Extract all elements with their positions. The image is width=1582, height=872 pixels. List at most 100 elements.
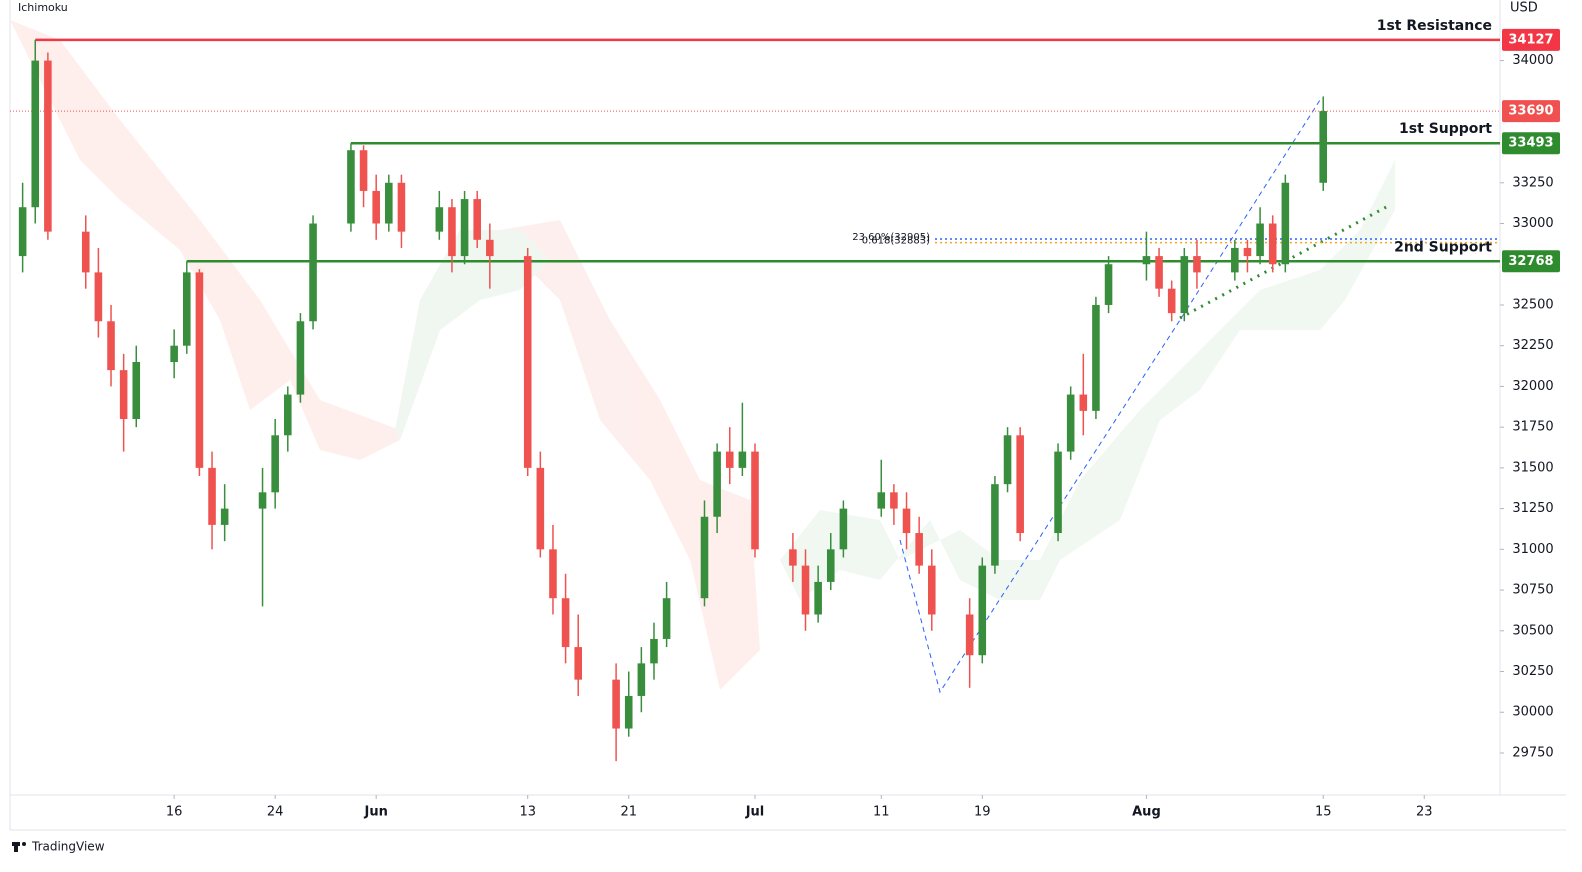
candle-body — [107, 321, 115, 371]
candle-body — [965, 614, 974, 656]
y-tick-label: 34000 — [1512, 53, 1553, 68]
candle-body — [574, 647, 583, 680]
candle-body — [132, 361, 141, 420]
candle-body — [839, 508, 848, 550]
candle-body — [890, 492, 898, 509]
brand-logo — [22, 842, 26, 846]
candle-body — [1155, 256, 1163, 289]
candle-body — [1054, 451, 1062, 534]
candle-body — [978, 565, 987, 656]
level-box — [1502, 132, 1560, 155]
candle-body — [637, 663, 646, 696]
candle-body — [284, 394, 292, 436]
candle-body — [1281, 182, 1290, 265]
brand: TradingView — [12, 840, 105, 854]
indicator-label: Ichimoku — [18, 1, 68, 14]
candle-body — [877, 492, 886, 509]
candle-body — [296, 321, 305, 395]
candle-body — [309, 223, 317, 322]
candle-body — [902, 508, 911, 534]
y-tick-label: 31000 — [1512, 542, 1553, 557]
candle-body — [359, 150, 368, 191]
level-name: 1st Resistance — [1377, 18, 1492, 34]
candle-body — [789, 549, 797, 566]
level-box — [1502, 250, 1560, 273]
candle-body — [1319, 111, 1328, 183]
candle-body — [1066, 394, 1075, 452]
last-price-box — [1502, 100, 1560, 123]
x-tick-label: 16 — [166, 805, 183, 820]
x-tick-label: 21 — [620, 805, 637, 820]
x-tick-label: 15 — [1315, 805, 1332, 820]
candle-body — [612, 679, 620, 729]
candle-body — [536, 467, 545, 550]
candle-body — [1231, 247, 1239, 273]
candle-body — [725, 451, 734, 468]
x-tick-label: Jun — [364, 805, 388, 820]
candle-body — [208, 467, 216, 525]
candle-body — [662, 598, 671, 639]
candle-body — [1167, 288, 1176, 314]
candle-body — [624, 695, 633, 729]
candle-body — [486, 239, 494, 257]
candle-body — [1268, 223, 1277, 265]
candle-body — [1193, 256, 1201, 273]
level-name: 1st Support — [1399, 121, 1492, 137]
candle-body — [347, 150, 355, 224]
y-tick-label: 32000 — [1512, 379, 1553, 394]
level-box — [1502, 28, 1560, 51]
y-tick-label: 32250 — [1512, 338, 1553, 353]
candle-body — [650, 638, 658, 664]
candle-body — [94, 272, 103, 322]
candle-body — [271, 435, 279, 493]
currency-label: USD — [1510, 1, 1538, 16]
y-tick-label: 32500 — [1512, 297, 1553, 312]
candle-body — [44, 60, 52, 232]
level-name: 2nd Support — [1394, 239, 1492, 255]
y-tick-label: 31500 — [1512, 460, 1553, 475]
candle-body — [751, 451, 759, 550]
last-price-value: 33690 — [1508, 104, 1553, 119]
level-value: 34127 — [1508, 32, 1553, 47]
fib-label: 23.60%(32905) — [852, 232, 930, 243]
candle-body — [182, 272, 191, 346]
x-tick-label: 24 — [267, 805, 284, 820]
cloud-bullish — [395, 230, 550, 440]
y-tick-label: 30000 — [1512, 705, 1553, 720]
candle-body — [1142, 256, 1151, 265]
candle-body — [1180, 256, 1189, 314]
candle-body — [220, 508, 229, 525]
candle-body — [81, 231, 90, 273]
candle-body — [700, 516, 709, 599]
candle-body — [1243, 247, 1252, 257]
y-tick-label: 31250 — [1512, 501, 1553, 516]
candle-body — [385, 182, 393, 224]
candle-body — [814, 581, 822, 615]
candle-body — [119, 370, 128, 420]
candle-body — [397, 182, 406, 232]
candle-body — [549, 549, 557, 599]
y-tick-label: 29750 — [1512, 745, 1553, 760]
candle-body — [1016, 435, 1024, 534]
y-tick-label: 30750 — [1512, 583, 1553, 598]
candle-body — [1104, 264, 1113, 305]
candle-body — [523, 256, 532, 468]
candle-body — [448, 207, 456, 257]
candle-body — [713, 451, 721, 517]
candle-body — [31, 60, 40, 208]
y-tick-label: 30500 — [1512, 623, 1553, 638]
candle-body — [258, 492, 267, 509]
x-tick-label: 11 — [873, 805, 890, 820]
candle-body — [991, 484, 999, 566]
brand-name: TradingView — [31, 840, 105, 854]
x-tick-label: Aug — [1132, 805, 1161, 820]
candle-body — [1256, 223, 1264, 257]
candle-body — [195, 272, 204, 468]
trend-line — [899, 99, 1321, 694]
brand-logo — [14, 842, 18, 852]
candle-body — [460, 199, 469, 257]
cloud-bearish — [10, 20, 760, 690]
y-tick-label: 31750 — [1512, 420, 1553, 435]
candle-body — [170, 345, 178, 362]
